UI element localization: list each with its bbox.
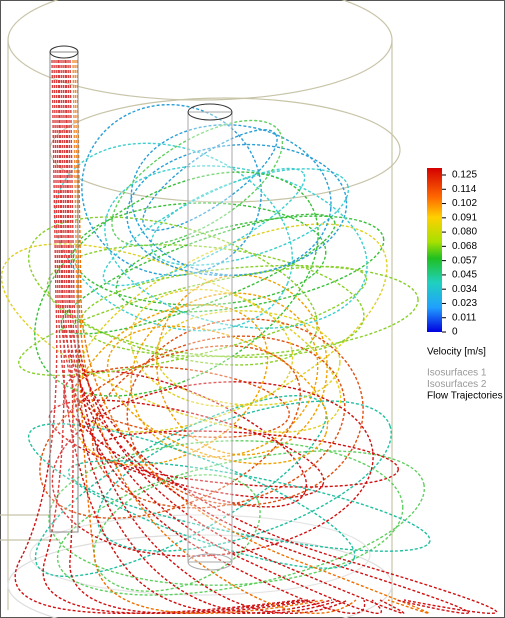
legend-tick-label: 0.068 xyxy=(452,241,477,252)
legend-tick-label: 0.057 xyxy=(452,255,477,266)
legend-item: Isosurfaces 1 xyxy=(427,368,487,379)
viewport: 0.125 0.114 0.102 0.091 0.080 0.068 0.057 0.045… xyxy=(0,0,505,618)
legend-tick-label: 0 xyxy=(452,327,458,338)
legend-item: Flow Trajectories 1 xyxy=(427,391,505,402)
legend-tick-label: 0.080 xyxy=(452,227,477,238)
legend-item: Isosurfaces 2 xyxy=(427,379,487,390)
legend-tick-label: 0.045 xyxy=(452,270,477,281)
legend-tick-label: 0.102 xyxy=(452,198,477,209)
legend-tick-label: 0.114 xyxy=(452,184,477,195)
page: 0.125 0.114 0.102 0.091 0.080 0.068 0.057 0.045… xyxy=(0,0,505,618)
legend-tick-label: 0.011 xyxy=(452,312,477,323)
legend-tick-label: 0.034 xyxy=(452,284,477,295)
color-bar xyxy=(427,168,442,332)
legend-tick-label: 0.091 xyxy=(452,212,477,223)
legend-title: Velocity [m/s] xyxy=(427,347,486,358)
legend-tick-label: 0.023 xyxy=(452,298,477,309)
legend-tick-label: 0.125 xyxy=(452,170,477,181)
